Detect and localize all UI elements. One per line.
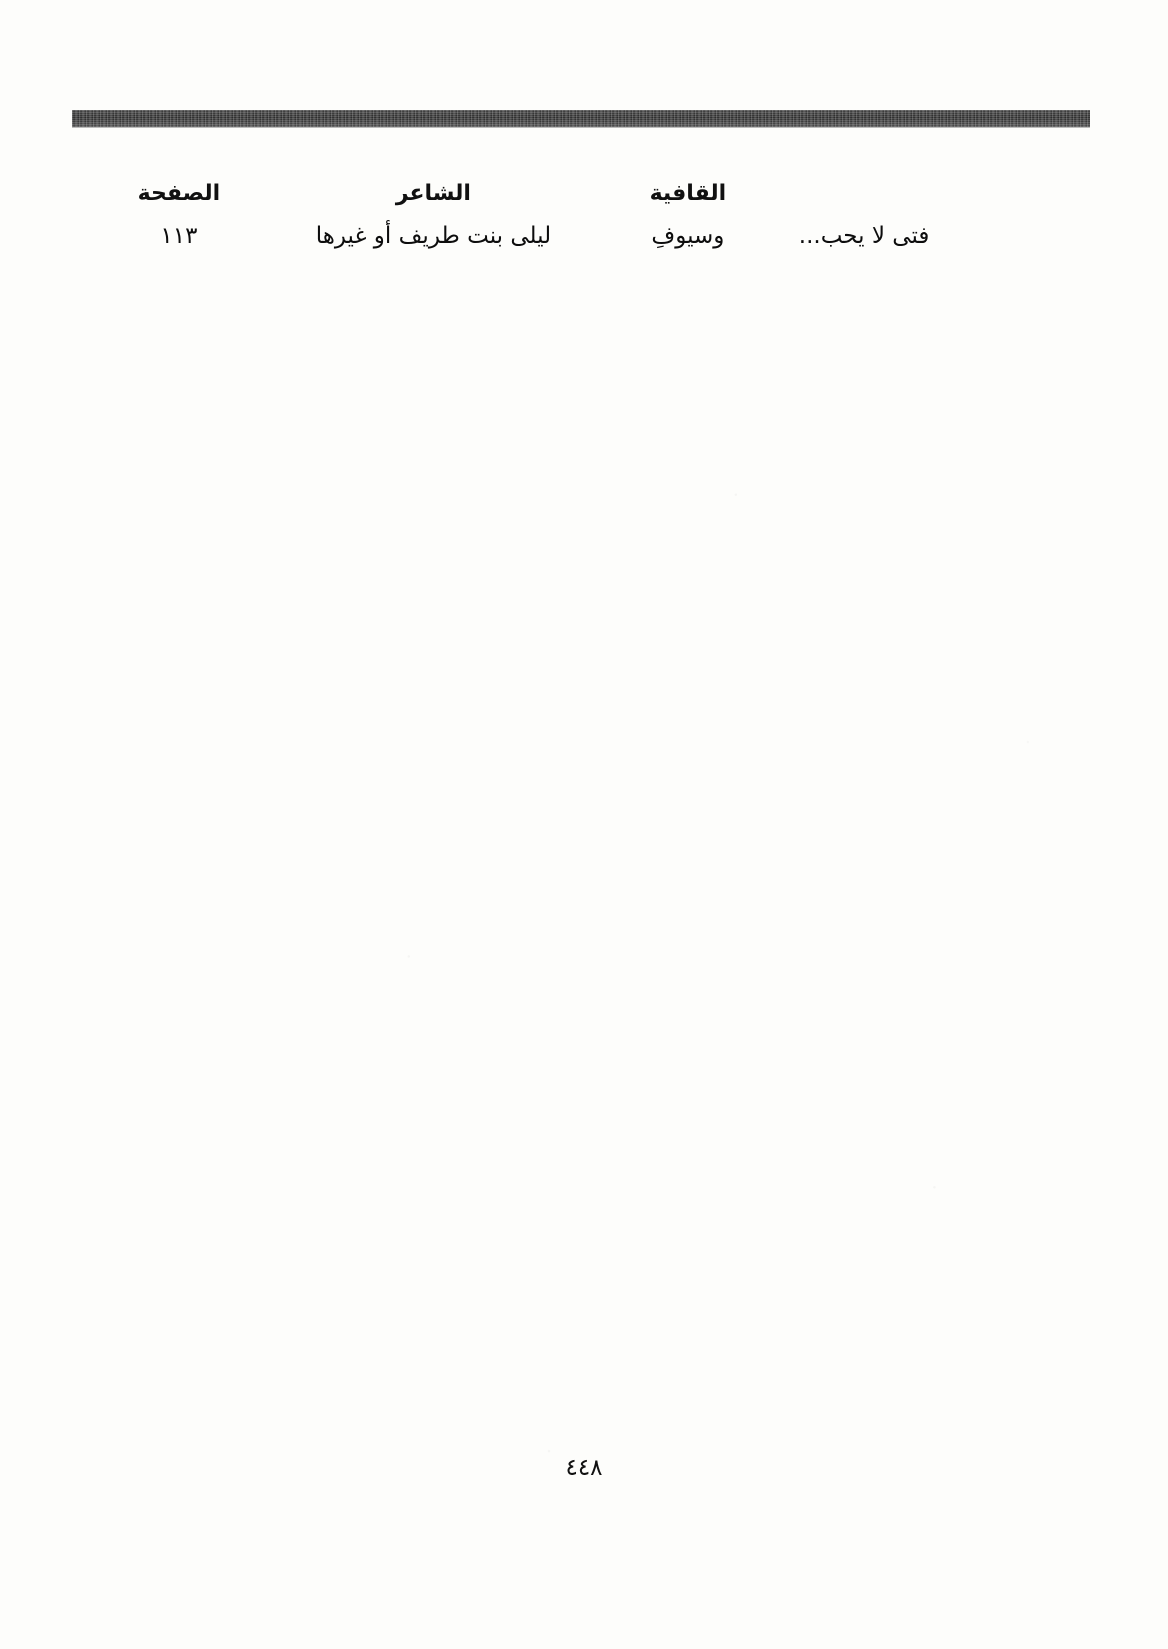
rhyme-cell: وسيوفِ [651,223,725,249]
table-row: فتى لا يحب... وسيوفِ ليلى بنت طريف أو غيره… [72,216,1090,1649]
poet-cell: ليلى بنت طريف أو غيرها [315,223,552,249]
page-content: القافية الشاعر الصفحة فتى لا يحب... وسيوف… [72,110,1090,1649]
page-cell: ١١٣ [72,216,286,1649]
header-spacer [72,127,1090,181]
verse-cell: فتى لا يحب... [798,223,930,249]
column-header-poet: الشاعر [395,181,471,206]
top-rule [72,110,1090,127]
column-header-page: الصفحة [137,181,221,206]
page-number: ٤٤٨ [565,1455,603,1481]
table-header-row: القافية الشاعر الصفحة [72,181,1090,216]
table-body-top: فتى لا يحب... وسيوفِ ليلى بنت طريف أو غيره… [72,216,1090,1649]
column-header-verse [795,181,1090,216]
column-header-rhyme: القافية [649,181,727,206]
index-table-top: القافية الشاعر الصفحة فتى لا يحب... وسيوف… [72,181,1090,1649]
